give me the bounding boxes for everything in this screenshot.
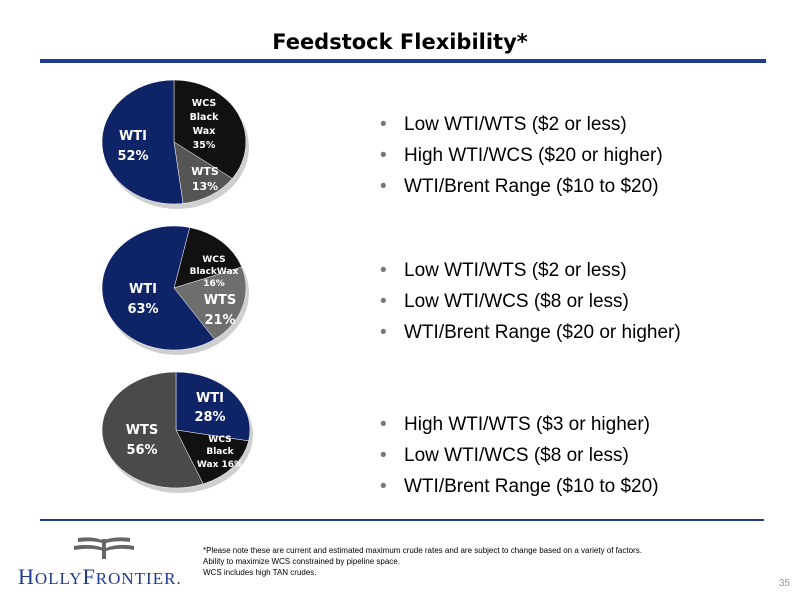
title-divider	[40, 59, 766, 63]
bullet-dot: •	[380, 260, 387, 281]
pie-label-wcs-3: Wax 16%	[197, 460, 243, 470]
bullet-dot: •	[380, 291, 387, 312]
pie-label-wcs-2: Black	[190, 112, 220, 123]
page-number: 35	[778, 578, 790, 589]
pie-label-wcs-3: Wax	[193, 126, 216, 137]
footer-divider	[40, 519, 764, 521]
pie-labels: WTI 63% WCS BlackWax 16% WTS 21%	[127, 255, 238, 328]
bullet-item: • Low WTI/WCS ($8 or less)	[380, 289, 681, 320]
pie-slices	[101, 79, 249, 209]
bullet-item: • Low WTI/WCS ($8 or less)	[380, 443, 659, 474]
pie-label-wcs-1: WCS	[192, 98, 217, 109]
bullet-item: • Low WTI/WTS ($2 or less)	[380, 112, 663, 143]
pie-slice-wts	[173, 141, 233, 204]
bullet-dot: •	[380, 476, 387, 497]
logo-wordmark: HOLLYFRONTIER.	[18, 564, 182, 589]
pie-label-wts: WTS	[204, 293, 237, 308]
bullet-item: • WTI/Brent Range ($10 to $20)	[380, 474, 659, 505]
pie-slice-wti	[101, 79, 184, 205]
pie-chart-2: WTI 63% WCS BlackWax 16% WTS 21%	[101, 225, 249, 355]
pie-value-wts: 21%	[204, 313, 235, 328]
pie-value-wti: 52%	[117, 149, 148, 164]
pie-slice-wts	[173, 266, 247, 340]
pie-labels: WTI 28% WCS Black Wax 16% WTS 56%	[126, 391, 243, 470]
pie-label-wts: WTS	[126, 423, 159, 438]
bullet-dot: •	[380, 114, 387, 135]
pie-label-wts: WTS	[191, 165, 219, 178]
pie-label-wti: WTI	[196, 391, 224, 406]
bullet-item: • High WTI/WTS ($3 or higher)	[380, 412, 659, 443]
pie-value-wts: 13%	[192, 180, 218, 193]
pie-label-wti: WTI	[119, 129, 147, 144]
pie-label-wcs-1: WCS	[208, 435, 231, 445]
footnote: *Please note these are current and estim…	[203, 545, 642, 578]
bullet-list-3: • High WTI/WTS ($3 or higher) • Low WTI/WC…	[380, 412, 659, 505]
pie-slice-wcs-black-wax	[173, 79, 247, 179]
bullet-item: • WTI/Brent Range ($20 or higher)	[380, 320, 681, 351]
footnote-line-2: Ability to maximize WCS constrained by p…	[203, 557, 400, 566]
footnote-line-3: WCS includes high TAN crudes.	[203, 568, 317, 577]
bullet-dot: •	[380, 445, 387, 466]
pie-slices	[101, 225, 249, 355]
bullet-dot: •	[380, 176, 387, 197]
bullet-dot: •	[380, 414, 387, 435]
pie-slice-wcs-black-wax	[175, 429, 249, 485]
footnote-line-1: *Please note these are current and estim…	[203, 546, 642, 555]
pie-value-wts: 56%	[126, 443, 157, 458]
bullet-dot: •	[380, 322, 387, 343]
bullet-item: • Low WTI/WTS ($2 or less)	[380, 258, 681, 289]
bullet-dot: •	[380, 145, 387, 166]
pie-value-wti: 28%	[194, 410, 225, 425]
pie-slice-wcs-blackwax	[173, 227, 243, 289]
pie-slice-wti	[101, 225, 215, 351]
pie-value-wcs: 35%	[193, 140, 216, 151]
pie-slices	[101, 372, 253, 493]
bullet-item: • High WTI/WCS ($20 or higher)	[380, 143, 663, 174]
page-title: Feedstock Flexibility*	[272, 30, 528, 54]
pie-label-wti: WTI	[129, 282, 157, 297]
pie-slice-wts	[101, 372, 204, 489]
logo-mark-icon	[74, 537, 134, 559]
bullet-list-2: • Low WTI/WTS ($2 or less) • Low WTI/WCS (…	[380, 258, 681, 351]
pie-chart-3: WTI 28% WCS Black Wax 16% WTS 56%	[101, 372, 253, 493]
pie-label-wcs-2: Black	[206, 447, 234, 457]
pie-label-wcs-1: WCS	[202, 255, 225, 265]
pie-chart-1: WTI 52% WCS Black Wax 35% WTS 13%	[101, 79, 249, 209]
pie-value-wti: 63%	[127, 302, 158, 317]
pie-slice-wti	[175, 372, 251, 442]
hollyfrontier-logo	[74, 537, 134, 559]
bullet-item: • WTI/Brent Range ($10 to $20)	[380, 174, 663, 205]
pie-value-wcs: 16%	[203, 279, 225, 289]
pie-label-wcs-2: BlackWax	[190, 267, 239, 277]
pie-labels: WTI 52% WCS Black Wax 35% WTS 13%	[117, 98, 219, 193]
bullet-list-1: • Low WTI/WTS ($2 or less) • High WTI/WCS …	[380, 112, 663, 205]
